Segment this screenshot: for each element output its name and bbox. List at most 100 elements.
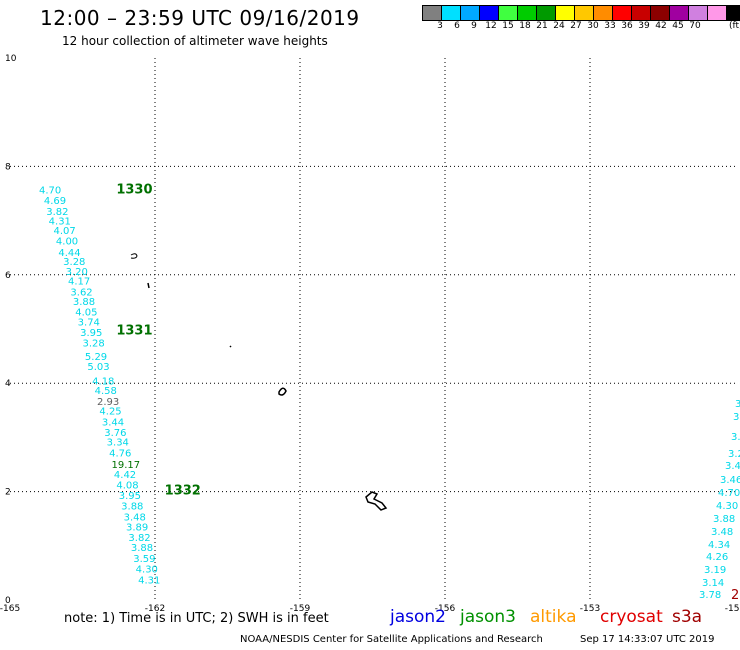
legend-s3a: s3a bbox=[672, 607, 703, 627]
pass-time-label: 1330 bbox=[116, 183, 152, 198]
colorbar-unit: (ft) bbox=[729, 21, 740, 31]
track-value-label: 4.25 bbox=[99, 407, 121, 418]
y-tick-label: 4 bbox=[5, 379, 11, 389]
track-value-label: 3.62 bbox=[70, 287, 92, 298]
track-value-label: 3.82 bbox=[46, 207, 68, 218]
page-subtitle: 12 hour collection of altimeter wave hei… bbox=[62, 34, 328, 48]
track-value-label: 3.76 bbox=[104, 428, 126, 439]
map-grid bbox=[10, 58, 735, 600]
track-value-label: 4.58 bbox=[95, 386, 117, 397]
colorbar-tick: 21 bbox=[536, 21, 548, 31]
footer-note: note: 1) Time is in UTC; 2) SWH is in fe… bbox=[64, 611, 329, 626]
colorbar-tick: 12 bbox=[485, 21, 497, 31]
x-tick-label: -159 bbox=[290, 604, 311, 614]
track-value-label: 4.44 bbox=[58, 248, 80, 259]
edge-track-value: 3.48 bbox=[711, 527, 733, 538]
island-outline bbox=[229, 345, 232, 348]
edge-track-labels: 3 3 3. 3.2 3.4 3.46 4.70 4.30 3.88 3.48 … bbox=[699, 399, 740, 603]
track-value-label: 4.18 bbox=[92, 376, 114, 387]
track-value-label: 3.34 bbox=[107, 438, 129, 449]
edge-track-value: 3 bbox=[733, 412, 739, 423]
colorbar-tick: 15 bbox=[502, 21, 514, 31]
page-title: 12:00 – 23:59 UTC 09/16/2019 bbox=[40, 6, 360, 30]
track-value-label: 3.82 bbox=[128, 533, 150, 544]
track-value-label: 4.07 bbox=[54, 226, 76, 237]
colorbar-tick: 30 bbox=[587, 21, 599, 31]
x-tick-label: -162 bbox=[145, 604, 165, 614]
axis-labels: -165 -162 -159 -156 -153 -150 10 8 6 4 2 0 bbox=[0, 54, 740, 614]
x-tick-label: -150 bbox=[725, 604, 740, 614]
credit-line: NOAA/NESDIS Center for Satellite Applica… bbox=[240, 634, 543, 645]
edge-track-value: 3 bbox=[735, 399, 740, 410]
track-value-label: 4.00 bbox=[56, 236, 78, 247]
track-value-label: 4.70 bbox=[39, 186, 61, 197]
track-value-label: 4.30 bbox=[136, 564, 158, 575]
edge-track-value: 3.19 bbox=[704, 565, 726, 576]
edge-track-value: 4.26 bbox=[706, 552, 728, 563]
pass-time-label: 1332 bbox=[165, 483, 201, 498]
track-value-label: 4.08 bbox=[116, 480, 138, 491]
track-value-label: 3.59 bbox=[133, 554, 155, 565]
track-value-label: 3.44 bbox=[102, 417, 124, 428]
track-value-label: 3.48 bbox=[124, 512, 146, 523]
edge-track-value: 3.2 bbox=[728, 449, 740, 460]
colorbar-tick: 45 bbox=[672, 21, 684, 31]
colorbar-tick: 33 bbox=[604, 21, 616, 31]
y-tick-label: 8 bbox=[5, 162, 11, 172]
colorbar-tick: 24 bbox=[553, 21, 565, 31]
x-tick-label: -153 bbox=[580, 604, 600, 614]
track-value-label: 3.28 bbox=[63, 257, 85, 268]
track-value-label: 5.03 bbox=[87, 362, 109, 373]
colorbar-tick: 39 bbox=[638, 21, 650, 31]
legend-jason2: jason2 bbox=[390, 607, 446, 627]
island-outline bbox=[130, 253, 138, 259]
track-value-label: 4.31 bbox=[138, 576, 160, 587]
track-value-label: 3.88 bbox=[131, 543, 153, 554]
track-value-label: 3.95 bbox=[119, 491, 141, 502]
edge-track-value: 4.30 bbox=[716, 501, 738, 512]
island-outline bbox=[278, 387, 287, 396]
track-value-label: 4.17 bbox=[68, 277, 90, 288]
colorbar-tick: 36 bbox=[621, 21, 633, 31]
track-value-label: 3.95 bbox=[80, 328, 102, 339]
track-value-label: 5.29 bbox=[85, 352, 107, 363]
x-tick-label: -165 bbox=[0, 604, 20, 614]
colorbar-tick: 27 bbox=[570, 21, 582, 31]
track-value-label: 4.69 bbox=[44, 196, 66, 207]
track-value-label: 3.28 bbox=[83, 338, 105, 349]
y-tick-label: 0 bbox=[5, 596, 11, 606]
edge-track-value: 4.34 bbox=[708, 540, 730, 551]
wave-height-colorbar bbox=[422, 5, 740, 21]
colorbar-tick: 3 bbox=[437, 21, 443, 31]
x-tick-label: -156 bbox=[435, 604, 456, 614]
edge-track-value: 3.46 bbox=[720, 475, 740, 486]
track-value-label: 3.89 bbox=[126, 523, 148, 534]
track-value-label: 3.20 bbox=[66, 267, 88, 278]
track-value-label: 4.31 bbox=[49, 216, 71, 227]
edge-track-value: 4.70 bbox=[718, 488, 740, 499]
legend-jason3: jason3 bbox=[460, 607, 516, 627]
track-value-label: 4.42 bbox=[114, 470, 136, 481]
edge-track-value: 3.78 bbox=[699, 590, 721, 601]
legend-altika: altika bbox=[530, 607, 577, 627]
pass-labels: 1330 1331 1332 bbox=[116, 183, 201, 499]
y-tick-label: 10 bbox=[5, 54, 17, 64]
colorbar-tick: 70 bbox=[689, 21, 701, 31]
track-value-label: 3.88 bbox=[121, 501, 143, 512]
colorbar-tick: 9 bbox=[471, 21, 477, 31]
altimeter-track: 4.704.693.824.314.074.004.443.283.204.17… bbox=[39, 186, 160, 587]
edge-track-value: 3.4 bbox=[725, 461, 740, 472]
y-tick-label: 2 bbox=[5, 488, 11, 498]
legend-cryosat: cryosat bbox=[600, 607, 663, 627]
pass-time-label: 1331 bbox=[116, 323, 152, 338]
island-outlines bbox=[130, 253, 388, 511]
generated-timestamp: Sep 17 14:33:07 UTC 2019 bbox=[580, 634, 715, 645]
edge-track-value: 3.88 bbox=[713, 514, 735, 525]
track-value-label: 3.74 bbox=[78, 318, 100, 329]
colorbar-swatch bbox=[726, 5, 740, 21]
colorbar-tick: 18 bbox=[519, 21, 531, 31]
colorbar-tick: 6 bbox=[454, 21, 460, 31]
track-value-label: 2.93 bbox=[97, 397, 119, 408]
